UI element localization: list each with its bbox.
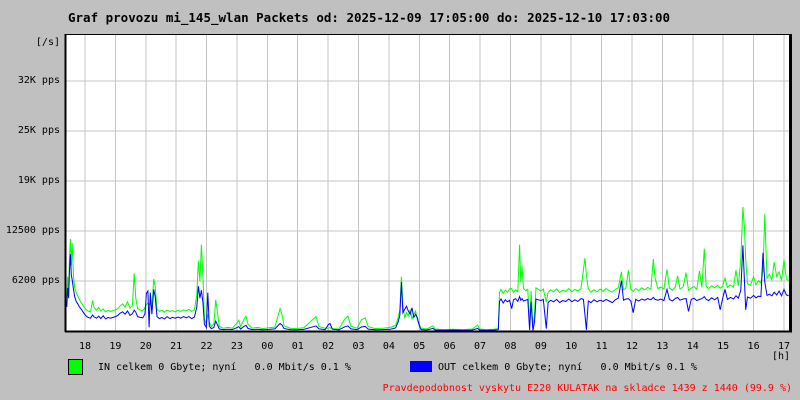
x-tick-label: 16 <box>747 341 760 352</box>
x-tick-label: 06 <box>443 341 456 352</box>
graph-title: Graf provozu mi_145_wlan Packets od: 202… <box>68 10 671 25</box>
x-tick-label: 22 <box>200 341 213 352</box>
y-tick-label: 19K pps <box>17 175 60 186</box>
x-tick-label: 07 <box>474 341 487 352</box>
x-tick-label: 23 <box>230 341 243 352</box>
x-tick-label: 20 <box>139 341 152 352</box>
availability-note: Pravdepodobnost vyskytu E220 KULATAK na … <box>382 383 792 394</box>
x-tick-label: 13 <box>656 341 669 352</box>
x-tick-label: 17 <box>777 341 790 352</box>
y-tick-label: 25K pps <box>17 125 60 136</box>
x-tick-label: 14 <box>686 341 699 352</box>
x-tick-label: 15 <box>717 341 730 352</box>
x-tick-label: 12 <box>625 341 639 352</box>
legend-in-swatch <box>68 359 83 375</box>
x-tick-label: 19 <box>109 341 122 352</box>
x-tick-label: 01 <box>291 341 304 352</box>
x-axis-unit-label: [h] <box>772 351 791 362</box>
x-tick-label: 21 <box>170 341 183 352</box>
legend-in-label: IN celkem 0 Gbyte; nyní 0.0 Mbit/s 0.1 % <box>98 362 351 373</box>
legend-out-label: OUT celkem 0 Gbyte; nyní 0.0 Mbit/s 0.1 … <box>438 362 697 373</box>
x-tick-label: 18 <box>78 341 92 352</box>
x-tick-label: 04 <box>382 341 395 352</box>
legend-out-swatch <box>410 361 432 372</box>
y-tick-label: 12500 pps <box>5 225 60 236</box>
x-tick-label: 03 <box>352 341 365 352</box>
x-tick-label: 08 <box>504 341 517 352</box>
x-tick-label: 02 <box>322 341 335 352</box>
x-tick-label: 11 <box>595 341 608 352</box>
x-tick-label: 05 <box>413 341 426 352</box>
x-tick-label: 09 <box>534 341 547 352</box>
y-tick-label: 6200 pps <box>11 275 60 286</box>
x-tick-label: 00 <box>261 341 274 352</box>
x-tick-label: 10 <box>565 341 578 352</box>
y-tick-label: 32K pps <box>17 75 60 86</box>
y-axis-unit-label: [/s] <box>35 37 60 48</box>
